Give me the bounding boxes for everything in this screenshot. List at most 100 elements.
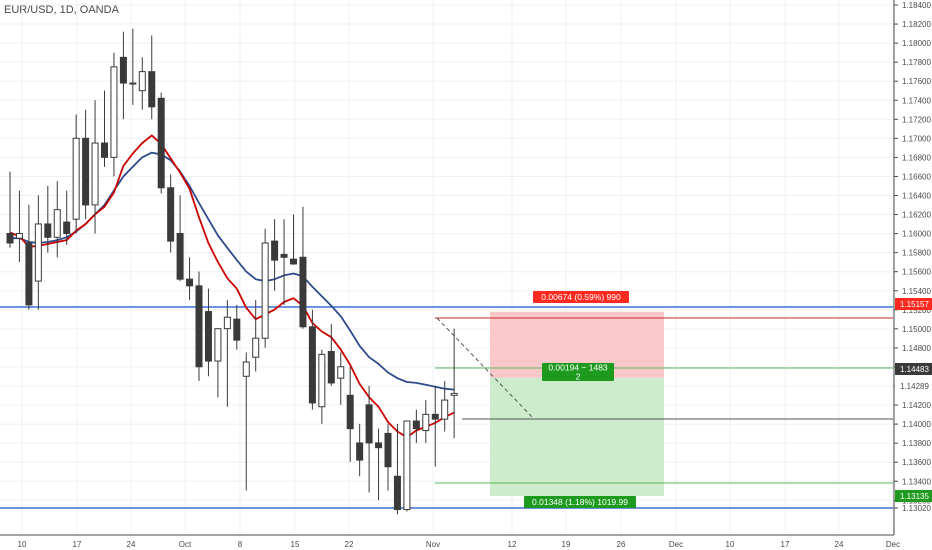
- time-axis[interactable]: 10 17 24 Oct 8 15 22 Nov 12 19 26 Dec 10 17 24 Dec: [0, 534, 900, 549]
- price-tick-label: 1.18400: [902, 1, 931, 10]
- time-tick-label: Oct: [179, 540, 192, 549]
- candle: [157, 92, 165, 194]
- stop-label-bg: [533, 291, 629, 303]
- candle: [63, 190, 71, 245]
- candle-body-down: [167, 187, 175, 242]
- time-tick-label: 22: [345, 540, 354, 549]
- price-tick-label: 1.16400: [902, 192, 931, 201]
- candle-body-up: [110, 66, 118, 158]
- price-tag-bg: [895, 380, 932, 392]
- ema-fast-line: [9, 134, 455, 439]
- time-tick-label: 17: [781, 540, 790, 549]
- candle-body-up: [15, 232, 23, 239]
- candle-body-down: [44, 223, 52, 238]
- candle-body-up: [422, 413, 430, 432]
- candle: [242, 352, 250, 491]
- candle: [25, 204, 33, 310]
- candle: [44, 185, 52, 253]
- candle-body-down: [63, 221, 71, 234]
- time-tick-label: 8: [238, 540, 243, 549]
- target-label[interactable]: 0.01348 (1.18%) 1019.99: [524, 496, 636, 508]
- target-label-text: 0.01348 (1.18%) 1019.99: [532, 497, 628, 507]
- take-profit-zone[interactable]: [490, 377, 664, 496]
- candle: [365, 385, 373, 493]
- time-tick-label: 15: [291, 540, 300, 549]
- candle-body-up: [223, 316, 231, 330]
- price-tick-label: 1.16200: [902, 211, 931, 220]
- time-tick-label: Dec: [669, 540, 683, 549]
- candle-body-up: [242, 361, 250, 377]
- price-tick-label: 1.17000: [902, 134, 931, 143]
- time-tick-label: Dec: [886, 540, 900, 549]
- candle: [261, 228, 269, 348]
- price-tick-label: 1.15400: [902, 287, 931, 296]
- candle-body-up: [53, 209, 61, 238]
- price-tag[interactable]: 1.15157: [895, 298, 932, 310]
- time-tick-label: 19: [562, 540, 571, 549]
- candle-body-down: [101, 142, 108, 158]
- projection-line[interactable]: [436, 317, 535, 420]
- price-tick-label: 1.16000: [902, 230, 931, 239]
- position-zones[interactable]: [490, 311, 664, 496]
- candle: [403, 420, 411, 512]
- price-tick-label: 1.13800: [902, 439, 931, 448]
- candle: [72, 114, 80, 234]
- price-tick-label: 1.15600: [902, 268, 931, 277]
- stop-label[interactable]: 0.00674 (0.59%) 990: [533, 291, 629, 303]
- moving-averages: [9, 134, 455, 439]
- horizontal-lines[interactable]: [0, 306, 893, 509]
- candle: [110, 52, 118, 177]
- candle: [318, 349, 326, 424]
- entry-label-text: 0.00194 − 1483: [548, 363, 608, 373]
- candle-body-down: [346, 394, 354, 430]
- candle-body-down: [186, 278, 194, 287]
- candle-body-down: [308, 326, 316, 404]
- candle: [252, 300, 260, 372]
- candle-body-down: [82, 137, 90, 206]
- candle-body-up: [261, 242, 269, 339]
- candle-body-down: [176, 232, 184, 280]
- candle-body-up: [34, 223, 42, 282]
- candle: [91, 100, 99, 234]
- price-tag[interactable]: 1.14289: [895, 380, 932, 392]
- price-axis[interactable]: 1.18400 1.18200 1.18000 1.17800 1.17600 1.174…: [893, 0, 932, 550]
- candle-body-down: [356, 442, 364, 461]
- candle: [375, 428, 383, 501]
- candle-body-down: [384, 432, 392, 468]
- candle: [82, 109, 90, 220]
- candle-body-down: [25, 242, 33, 306]
- price-tick-label: 1.17600: [902, 77, 931, 86]
- candle-body-down: [6, 232, 14, 244]
- candle-body-down: [157, 97, 165, 189]
- time-tick-label: 12: [508, 540, 517, 549]
- price-tag-label: 1.14483: [900, 365, 929, 374]
- price-tick-label: 1.17200: [902, 115, 931, 124]
- candle: [119, 31, 127, 120]
- candle: [204, 288, 212, 377]
- target-label-bg: [524, 496, 636, 508]
- candle: [15, 190, 23, 263]
- grid-layer: [0, 0, 894, 533]
- candle-body-up: [318, 353, 326, 408]
- candle-body-down: [280, 253, 288, 258]
- entry-label-bg: [542, 363, 614, 381]
- time-tick-label: 24: [127, 540, 136, 549]
- candle-body-down: [148, 71, 156, 108]
- candle: [148, 35, 156, 120]
- price-tick-label: 1.14200: [902, 401, 931, 410]
- price-tick-label: 1.14000: [902, 420, 931, 429]
- time-tick-label: 24: [835, 540, 844, 549]
- time-tick-label: 17: [73, 540, 82, 549]
- candle-body-down: [204, 311, 212, 362]
- candle-body-up: [252, 337, 260, 358]
- price-tag[interactable]: 1.14483: [895, 363, 932, 375]
- price-tag[interactable]: 1.13135: [895, 490, 932, 502]
- candle: [6, 171, 14, 248]
- candle: [299, 206, 307, 329]
- entry-label-text: 2: [576, 372, 581, 382]
- time-tick-label: 10: [726, 540, 735, 549]
- candle-body-up: [450, 392, 458, 396]
